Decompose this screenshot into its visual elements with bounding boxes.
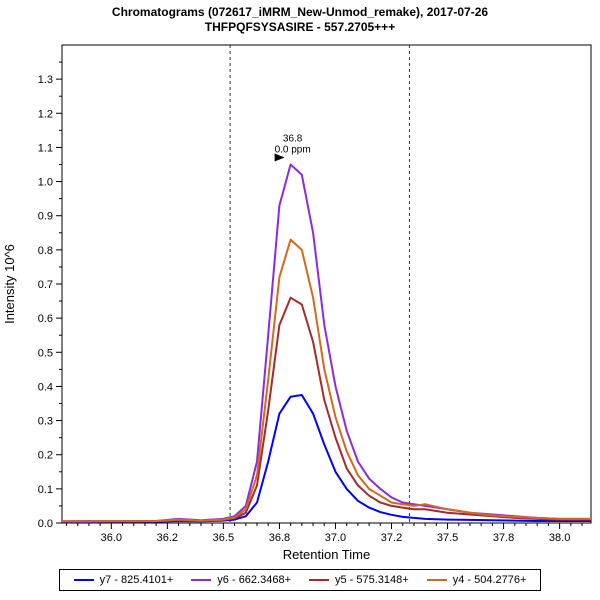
x-tick-label: 36.5 (213, 532, 234, 544)
y-tick-label: 0.3 (38, 416, 53, 428)
legend-label-y5: y5 - 575.3148+ (335, 574, 409, 586)
peak-pointer-icon (274, 153, 285, 162)
x-tick-label: 37.0 (325, 532, 346, 544)
y-tick-label: 0.8 (38, 245, 53, 257)
legend-row: y7 - 825.4101+ y6 - 662.3468+ y5 - 575.3… (0, 569, 600, 591)
legend-label-y6: y6 - 662.3468+ (217, 574, 291, 586)
x-tick-label: 36.0 (101, 532, 122, 544)
y4-line-swatch-icon (426, 579, 447, 581)
x-tick-label: 36.2 (157, 532, 178, 544)
peak-ppm-label: 0.0 ppm (275, 145, 311, 156)
chromatogram-chart[interactable]: 36.0 36.2 36.5 36.8 37.0 37.2 37.5 37.8 38.0 0.0 0… (0, 35, 600, 569)
y5-line-swatch-icon (309, 579, 329, 581)
y-tick-label: 0.2 (38, 450, 53, 462)
y-tick-label: 1.3 (38, 74, 53, 86)
legend: y7 - 825.4101+ y6 - 662.3468+ y5 - 575.3… (58, 569, 542, 591)
legend-item-y7: y7 - 825.4101+ (73, 574, 174, 586)
x-tick-label: 37.2 (381, 532, 402, 544)
y6-line-swatch-icon (191, 579, 212, 581)
plot-area[interactable] (61, 44, 592, 524)
legend-item-y5: y5 - 575.3148+ (309, 574, 409, 586)
legend-label-y4: y4 - 504.2776+ (452, 574, 527, 586)
peak-rt-label: 36.8 (283, 134, 303, 145)
series-line-y4 (62, 238, 591, 523)
legend-label-y7: y7 - 825.4101+ (99, 574, 174, 586)
x-tick-label: 36.8 (269, 532, 290, 544)
y-tick-label: 0.7 (38, 279, 53, 291)
y-tick-label: 1.2 (38, 108, 53, 120)
x-tick-label: 38.0 (549, 532, 570, 544)
legend-item-y4: y4 - 504.2776+ (426, 574, 527, 586)
chart-title: Chromatograms (072617_iMRM_New-Unmod_rem… (111, 5, 489, 19)
x-tick-label: 37.8 (493, 532, 514, 544)
y-tick-label: 0.9 (38, 211, 53, 223)
y-tick-label: 1.1 (38, 142, 53, 154)
y-tick-label: 0.1 (38, 484, 53, 496)
y-tick-label: 0.0 (38, 518, 53, 530)
y7-line-swatch-icon (73, 579, 94, 581)
chart-subtitle: THFPQFSYSASIRE - 557.2705+++ (204, 20, 396, 34)
y-tick-label: 0.4 (38, 381, 53, 393)
y-tick-label: 0.6 (38, 313, 53, 325)
y-tick-label: 1.0 (38, 177, 53, 189)
x-tick-label: 37.5 (437, 532, 458, 544)
title-block: Chromatograms (072617_iMRM_New-Unmod_rem… (0, 0, 600, 35)
legend-item-y6: y6 - 662.3468+ (191, 574, 291, 586)
y-tick-label: 0.5 (38, 347, 53, 359)
x-axis-title: Retention Time (283, 547, 370, 562)
y-axis-title: Intensity 10^6 (2, 244, 17, 324)
